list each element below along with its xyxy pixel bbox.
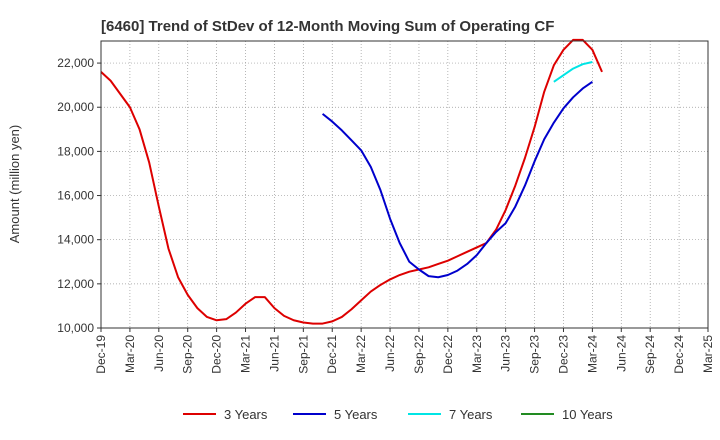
chart-title: [6460] Trend of StDev of 12-Month Moving…: [101, 18, 554, 35]
x-tick-label: Mar-25: [701, 335, 715, 373]
x-tick-label: Mar-22: [354, 335, 368, 373]
axes: [100, 40, 709, 329]
x-tick-label: Dec-22: [441, 335, 455, 374]
legend-label: 5 Years: [334, 407, 378, 422]
plot-background: [101, 41, 708, 328]
x-tick-labels: Dec-19 Mar-20 Jun-20 Sep-20 Dec-20 Mar-21 Jun-…: [94, 328, 715, 374]
x-tick-label: Sep-22: [412, 335, 426, 374]
x-tick-label: Mar-20: [123, 335, 137, 373]
plot-frame: [100, 40, 709, 329]
x-tick-label: Jun-21: [267, 335, 281, 372]
y-tick-label: 18,000: [57, 144, 94, 158]
x-tick-label: Jun-23: [499, 335, 513, 372]
x-tick-label: Dec-23: [556, 335, 570, 374]
y-tick-label: 12,000: [57, 277, 94, 291]
y-axis-title: Amount (million yen): [7, 125, 22, 244]
y-tick-label: 22,000: [57, 56, 94, 70]
x-tick-label: Dec-24: [672, 335, 686, 374]
legend: 3 Years 5 Years 7 Years 10 Years: [183, 407, 613, 422]
y-tick-label: 14,000: [57, 233, 94, 247]
series-line-7-years: [553, 60, 593, 83]
y-tick-label: 16,000: [57, 189, 94, 203]
x-tick-label: Sep-24: [643, 335, 657, 374]
x-tick-label: Mar-23: [470, 335, 484, 373]
series-line-5-years: [321, 81, 593, 279]
legend-label: 10 Years: [562, 407, 613, 422]
x-tick-label: Sep-20: [181, 335, 195, 374]
x-tick-label: Dec-21: [325, 335, 339, 374]
series-line-3-years: [100, 38, 603, 325]
legend-label: 7 Years: [449, 407, 493, 422]
x-tick-label: Dec-20: [210, 335, 224, 374]
x-tick-label: Dec-19: [94, 335, 108, 374]
x-tick-label: Jun-22: [383, 335, 397, 372]
x-tick-label: Sep-23: [528, 335, 542, 374]
y-tick-label: 10,000: [57, 321, 94, 335]
x-tick-label: Sep-21: [296, 335, 310, 374]
x-tick-label: Mar-24: [585, 335, 599, 373]
x-tick-label: Jun-24: [614, 335, 628, 372]
legend-label: 3 Years: [224, 407, 268, 422]
plot-area: 10,000 12,000 14,000 16,000 18,000 20,000 22,0…: [57, 38, 715, 374]
y-tick-label: 20,000: [57, 100, 94, 114]
y-tick-labels: 10,000 12,000 14,000 16,000 18,000 20,000 22,0…: [57, 56, 101, 335]
x-tick-label: Mar-21: [239, 335, 253, 373]
x-tick-label: Jun-20: [152, 335, 166, 372]
series-lines: [100, 38, 603, 325]
